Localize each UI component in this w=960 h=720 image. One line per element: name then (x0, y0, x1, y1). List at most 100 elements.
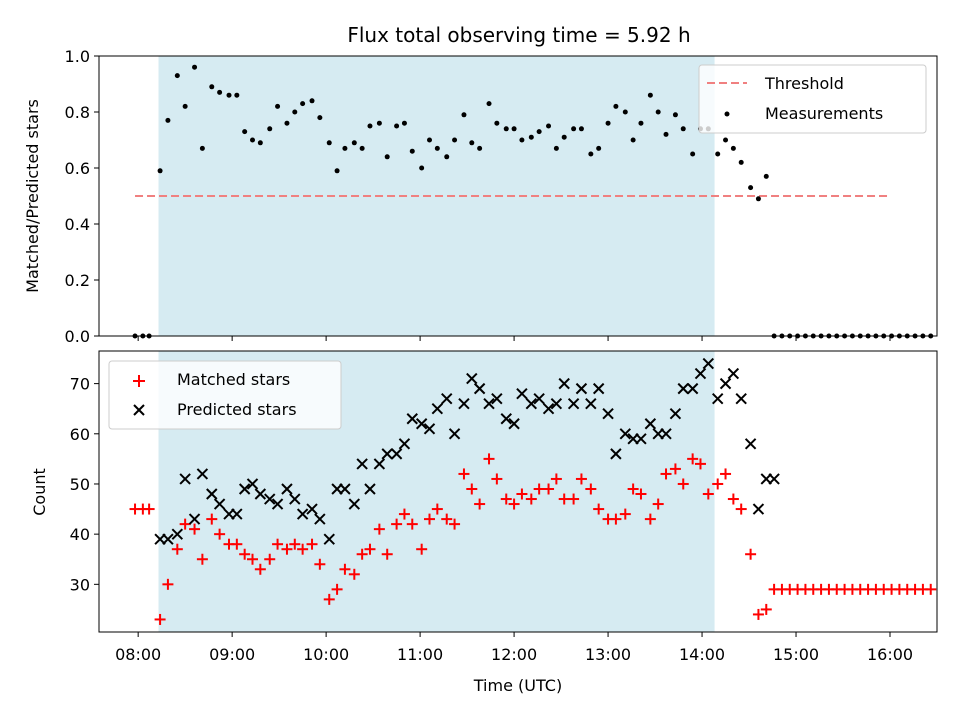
matched-stars-point (525, 493, 537, 505)
predicted-stars-point (491, 392, 503, 405)
predicted-stars-point (196, 468, 209, 480)
bottom-legend: Matched stars Predicted stars (108, 360, 342, 430)
predicted-stars-point (254, 488, 267, 500)
measurement-point (284, 120, 290, 126)
matched-stars-point (652, 498, 664, 510)
predicted-stars-point (306, 503, 318, 515)
measurement-point (536, 129, 542, 135)
measurement-point (738, 159, 744, 165)
measurement-point (165, 117, 171, 123)
predicted-stars-point (610, 448, 622, 460)
matched-stars-point (458, 468, 470, 480)
matched-stars-point (391, 518, 403, 530)
matched-stars-point (356, 548, 368, 560)
matched-stars-point (585, 483, 597, 495)
predicted-stars-point (483, 397, 495, 410)
measurement-point (571, 126, 577, 132)
predicted-stars-point (592, 382, 605, 395)
matched-stars-point (416, 543, 428, 555)
matched-stars-point (154, 613, 166, 625)
measurement-point (234, 92, 240, 98)
predicted-stars-point (550, 397, 563, 410)
measurement-point (367, 123, 373, 129)
matched-stars-point (558, 493, 570, 505)
measurement-point (317, 115, 323, 121)
top-legend-box (698, 64, 927, 134)
predicted-stars-point (373, 458, 386, 470)
matched-stars-point (381, 548, 393, 560)
measurement-point (519, 137, 525, 143)
bottom-x-axis-ticks: 08:00 09:00 10:00 11:00 12:00 13:00 14:00 15:00… (115, 632, 913, 664)
predicted-stars-point (314, 513, 326, 525)
predicted-stars-point (271, 498, 284, 510)
measurement-point (596, 145, 602, 151)
measurement-point (755, 196, 761, 202)
matched-stars-point (745, 548, 757, 560)
matched-stars-point (543, 483, 555, 495)
measurement-point (267, 126, 273, 132)
predicted-stars-point (339, 483, 351, 495)
bottom-y-axis-ticks: 30 40 50 60 70 (70, 375, 99, 594)
predicted-stars-point (381, 448, 393, 460)
predicted-stars-point (752, 503, 765, 515)
matched-stars-point (348, 568, 360, 580)
legend-predicted-swatch (133, 404, 145, 416)
matched-stars-point (254, 563, 266, 575)
predicted-stars-point (171, 528, 184, 540)
legend-matched-label: Matched stars (177, 370, 290, 389)
y-tick-label: 40 (70, 525, 90, 544)
matched-stars-point (712, 478, 724, 490)
matched-stars-point (735, 503, 747, 515)
top-y-axis-label: Matched/Predicted stars (23, 99, 42, 293)
predicted-stars-point (188, 513, 201, 525)
measurement-point (723, 137, 729, 143)
bottom-panel: 30 40 50 60 70 08:00 09:00 10:00 11:00 12:00 13:0… (30, 350, 938, 695)
matched-stars-point (720, 468, 732, 480)
matched-stars-point (289, 538, 301, 550)
measurement-point (275, 103, 281, 109)
bottom-count-marks (129, 357, 937, 625)
matched-stars-point (364, 543, 376, 555)
matched-stars-point (610, 513, 622, 525)
measurement-point (384, 154, 390, 160)
matched-stars-point (398, 508, 410, 520)
matched-stars-point (231, 538, 243, 550)
measurement-point (157, 168, 163, 174)
matched-stars-point (239, 548, 251, 560)
legend-predicted-label: Predicted stars (177, 400, 297, 419)
legend-measurements-label: Measurements (765, 104, 883, 123)
y-tick-label: 0.8 (65, 103, 90, 122)
y-tick-label: 70 (70, 375, 90, 394)
measurement-point (452, 137, 458, 143)
predicted-stars-point (533, 392, 545, 405)
measurement-point (511, 126, 517, 132)
bottom-y-axis-label: Count (30, 468, 49, 516)
measurement-point (690, 151, 696, 157)
chart-title: Flux total observing time = 5.92 h (347, 23, 690, 47)
matched-stars-point (702, 488, 714, 500)
predicted-stars-point (466, 372, 478, 385)
matched-stars-point (669, 463, 681, 475)
predicted-stars-point (575, 382, 588, 395)
predicted-stars-point (585, 397, 597, 410)
measurement-point (257, 140, 263, 146)
matched-stars-point (373, 523, 385, 535)
y-tick-label: 30 (70, 575, 90, 594)
predicted-stars-point (516, 387, 528, 400)
measurement-point (309, 98, 315, 104)
matched-stars-point (189, 523, 201, 535)
measurement-point (419, 165, 425, 171)
measurement-point (630, 137, 636, 143)
predicted-stars-point (508, 418, 520, 430)
measurement-point (680, 126, 686, 132)
measurement-point (300, 101, 306, 107)
matched-stars-point (694, 458, 706, 470)
measurement-point (605, 120, 611, 126)
predicted-stars-point (356, 458, 368, 470)
matched-stars-point (331, 583, 343, 595)
x-tick-label: 11:00 (397, 645, 443, 664)
measurement-point (561, 134, 567, 140)
matched-stars-point (925, 583, 937, 595)
measurement-point (588, 151, 594, 157)
